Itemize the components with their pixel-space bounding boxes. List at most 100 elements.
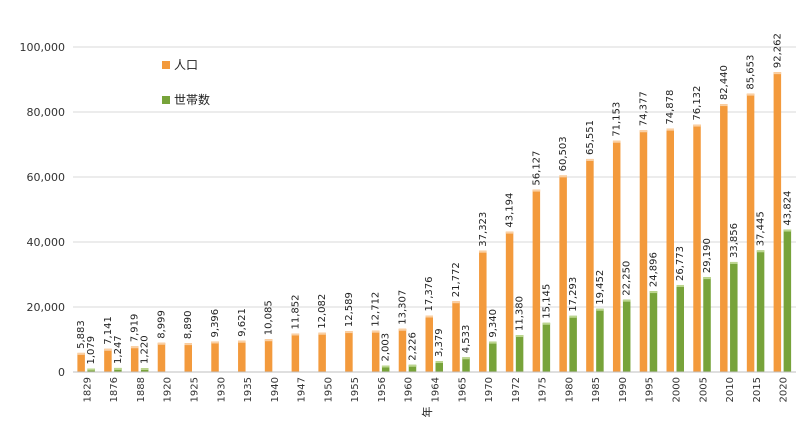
bar-population-cap: [452, 301, 460, 304]
bar-households-cap: [489, 341, 497, 344]
bar-population-cap: [184, 343, 192, 346]
data-label-population: 7,919: [130, 314, 141, 343]
bar-households-cap: [381, 365, 390, 368]
bar-population: [211, 341, 219, 372]
bar-population-cap: [211, 341, 219, 344]
bar-households: [542, 322, 551, 372]
data-label-population: 9,621: [237, 308, 248, 337]
bar-population: [505, 231, 514, 372]
bar-households: [676, 284, 684, 372]
data-label-households: 33,856: [729, 223, 740, 258]
legend-swatch-population: [162, 61, 170, 69]
y-tick-label: 40,000: [27, 236, 66, 249]
data-label-households: 22,250: [622, 261, 633, 296]
bar-households: [756, 250, 765, 372]
bar-population: [345, 331, 353, 372]
bar-households-cap: [783, 229, 792, 232]
y-tick-label: 20,000: [27, 301, 66, 314]
bar-households-cap: [703, 277, 711, 280]
x-tick-label: 2000: [672, 377, 683, 402]
bar-households-cap: [756, 250, 765, 253]
bar-population: [586, 158, 594, 372]
x-tick-label: 1972: [511, 377, 522, 402]
bar-population: [666, 128, 674, 372]
bar-households-cap: [649, 291, 658, 294]
bar-population-cap: [773, 72, 782, 75]
bar-population-cap: [479, 250, 487, 253]
bar-population-cap: [559, 175, 567, 178]
bar-population: [371, 330, 380, 372]
x-tick-label: 1920: [163, 377, 174, 402]
data-label-population: 43,194: [505, 193, 516, 228]
x-tick-label: 1888: [136, 377, 147, 402]
bar-population-cap: [345, 331, 353, 334]
data-label-population: 9,396: [210, 309, 221, 338]
data-label-population: 11,852: [290, 294, 301, 329]
bar-population-cap: [238, 340, 246, 343]
y-tick-label: 0: [58, 366, 65, 379]
x-tick-label: 1876: [109, 377, 120, 402]
data-label-population: 8,999: [156, 310, 167, 339]
y-tick-label: 60,000: [27, 171, 66, 184]
bar-population-cap: [532, 189, 541, 192]
data-label-households: 1,220: [140, 335, 151, 364]
bar-population-cap: [371, 330, 380, 333]
bar-population: [264, 339, 273, 372]
bar-households: [730, 261, 738, 372]
data-label-population: 60,503: [558, 136, 569, 171]
bar-population-cap: [291, 333, 300, 336]
bar-households: [489, 341, 497, 372]
bar-households: [381, 365, 390, 372]
bar-population: [291, 333, 300, 372]
bars: [77, 72, 792, 372]
bar-population-cap: [398, 328, 407, 331]
data-label-households: 19,452: [595, 270, 606, 305]
bar-population: [773, 72, 782, 372]
x-tick-label: 1950: [323, 377, 334, 402]
bar-population-cap: [612, 140, 621, 143]
bar-population: [425, 315, 433, 372]
bar-households: [569, 315, 577, 372]
data-label-population: 12,082: [317, 294, 328, 329]
bar-households-cap: [622, 299, 631, 302]
bar-population-cap: [693, 124, 701, 127]
data-label-population: 74,878: [665, 90, 676, 125]
x-tick-label: 1985: [591, 377, 602, 402]
data-label-population: 7,141: [103, 316, 114, 345]
x-axis-label: 年: [420, 407, 434, 418]
bar-population: [130, 346, 139, 372]
y-tick-label: 100,000: [20, 41, 66, 54]
data-label-households: 1,079: [86, 336, 97, 365]
legend-label-households: 世帯数: [174, 92, 210, 107]
bar-households-cap: [676, 284, 684, 287]
x-tick-label: 2015: [752, 377, 763, 402]
bar-population-cap: [720, 104, 728, 107]
data-label-population: 12,712: [371, 292, 382, 327]
data-label-households: 43,824: [782, 191, 793, 226]
data-label-population: 85,653: [746, 55, 757, 90]
x-tick-label: 1990: [618, 377, 629, 402]
bar-population-cap: [666, 128, 674, 131]
data-label-population: 71,153: [612, 102, 623, 137]
bar-population: [398, 328, 407, 372]
data-label-population: 5,883: [76, 320, 87, 349]
bar-households-cap: [408, 364, 417, 367]
data-label-population: 65,551: [585, 120, 596, 155]
bar-population-cap: [157, 342, 166, 345]
bar-households-cap: [114, 367, 122, 370]
x-tick-label: 1980: [564, 377, 575, 402]
bar-households-cap: [569, 315, 577, 318]
bar-households: [408, 364, 417, 372]
bar-population: [77, 352, 85, 372]
x-tick-label: 1955: [350, 377, 361, 402]
data-label-population: 21,772: [451, 262, 462, 297]
bar-population: [479, 250, 487, 372]
x-tick-label: 2005: [698, 377, 709, 402]
x-tick-label: 1930: [216, 377, 227, 402]
data-label-population: 10,085: [264, 300, 275, 335]
x-tick-label: 1925: [190, 377, 201, 402]
bar-households-cap: [542, 322, 551, 325]
data-label-population: 13,307: [397, 290, 408, 325]
